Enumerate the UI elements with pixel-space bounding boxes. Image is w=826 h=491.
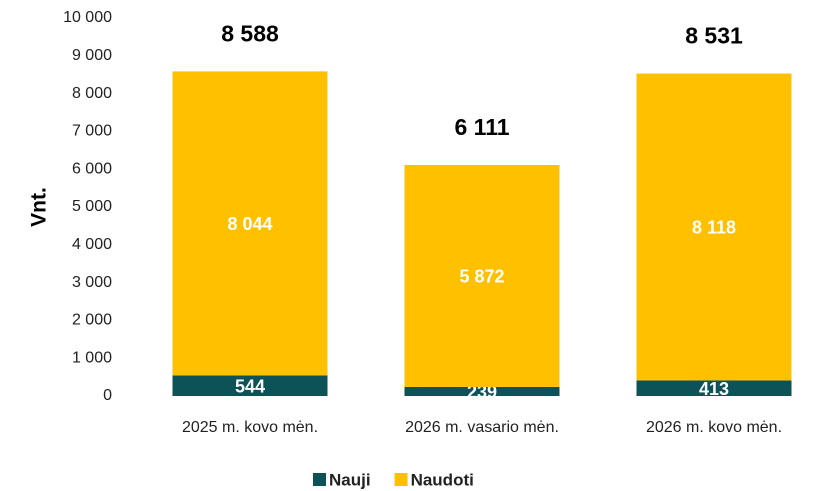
value-label: 5 872 [459, 267, 504, 287]
y-tick-label: 5 000 [72, 198, 112, 215]
y-tick-label: 1 000 [72, 349, 112, 366]
y-tick-label: 3 000 [72, 274, 112, 291]
y-tick-label: 4 000 [72, 236, 112, 253]
value-label: 239 [467, 382, 497, 402]
bar-segment [636, 380, 792, 396]
bar-segment [636, 73, 792, 381]
legend-swatch [394, 473, 408, 486]
y-tick-label: 6 000 [72, 160, 112, 177]
x-tick-label: 2025 m. kovo mėn. [182, 419, 318, 436]
y-tick-label: 9 000 [72, 47, 112, 64]
legend-label: Naudoti [411, 470, 474, 489]
value-label: 413 [699, 379, 729, 399]
legend-swatch [313, 473, 326, 486]
x-tick-label: 2026 m. kovo mėn. [646, 419, 782, 436]
bar-segment [404, 386, 560, 396]
y-tick-label: 2 000 [72, 312, 112, 329]
value-label: 8 044 [227, 214, 272, 234]
total-label: 8 588 [221, 20, 279, 46]
total-label: 8 531 [685, 23, 743, 49]
legend-label: Nauji [329, 470, 371, 489]
bar-segment [172, 71, 328, 376]
bar-segment [172, 375, 328, 396]
y-tick-label: 0 [103, 387, 112, 404]
y-axis-label: Vnt. [28, 187, 51, 227]
y-tick-label: 8 000 [72, 85, 112, 102]
y-tick-label: 7 000 [72, 123, 112, 140]
bar-segment [404, 165, 560, 387]
total-label: 6 111 [454, 114, 509, 140]
value-label: 8 118 [692, 218, 736, 238]
x-tick-label: 2026 m. vasario mėn. [405, 419, 559, 436]
value-label: 544 [235, 376, 265, 396]
y-tick-label: 10 000 [63, 9, 112, 26]
